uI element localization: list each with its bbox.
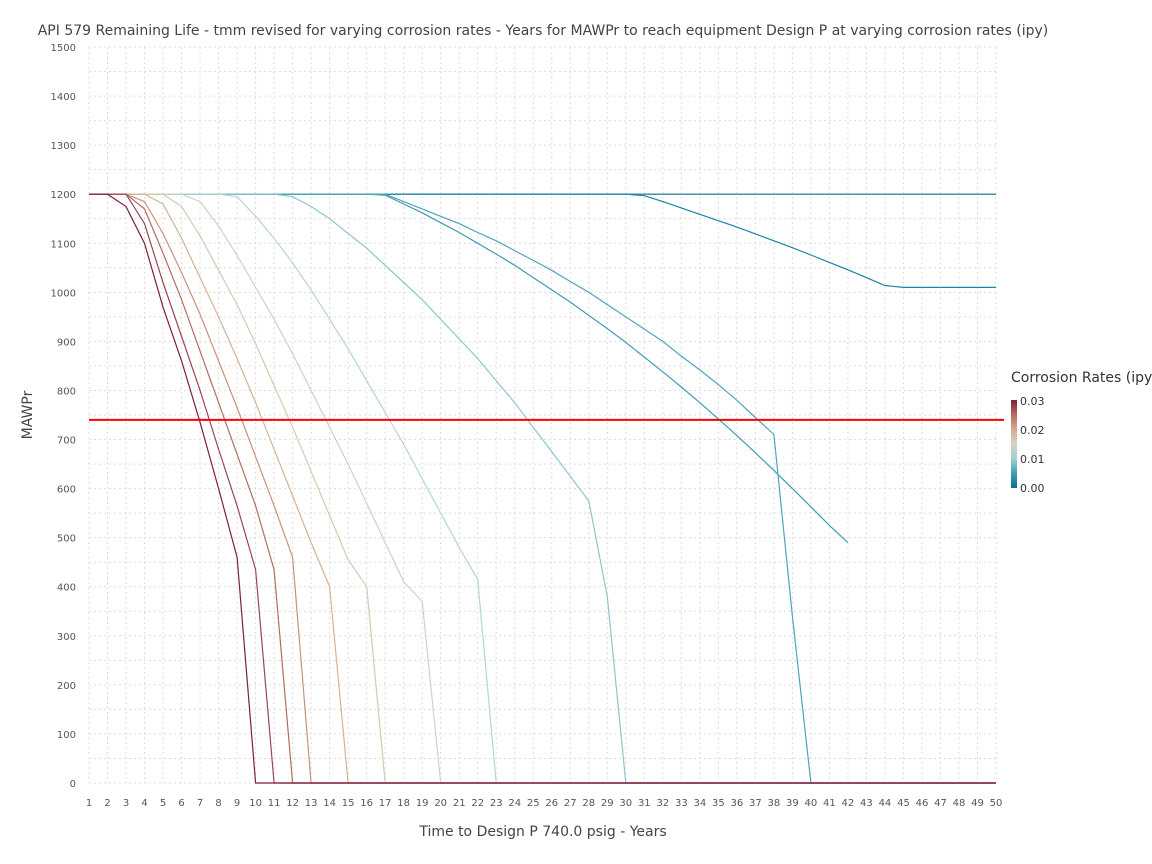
legend-tick-label: 0.01 bbox=[1020, 453, 1045, 466]
x-tick-label: 49 bbox=[971, 798, 984, 809]
y-tick-label: 400 bbox=[57, 583, 76, 594]
x-tick-label: 47 bbox=[934, 798, 947, 809]
series-group bbox=[89, 193, 996, 784]
legend-tick-label: 0.00 bbox=[1020, 482, 1045, 495]
series-line-0.002 bbox=[89, 193, 849, 544]
x-tick-label: 19 bbox=[416, 798, 429, 809]
x-tick-label: 18 bbox=[397, 798, 410, 809]
y-tick-label: 200 bbox=[57, 681, 76, 692]
x-tick-label: 30 bbox=[619, 798, 632, 809]
x-tick-label: 45 bbox=[897, 798, 910, 809]
y-tick-label: 300 bbox=[57, 632, 76, 643]
x-tick-label: 14 bbox=[323, 798, 336, 809]
x-tick-label: 33 bbox=[675, 798, 688, 809]
y-axis-title: MAWPr bbox=[20, 390, 36, 439]
x-tick-label: 40 bbox=[805, 798, 818, 809]
y-tick-label: 1300 bbox=[51, 141, 76, 152]
x-tick-label: 50 bbox=[990, 798, 1003, 809]
legend-title: Corrosion Rates (ipy) bbox=[1011, 370, 1152, 386]
y-tick-label: 1400 bbox=[51, 92, 76, 103]
x-tick-label: 48 bbox=[953, 798, 966, 809]
x-tick-label: 6 bbox=[178, 798, 184, 809]
x-tick-label: 28 bbox=[582, 798, 595, 809]
y-tick-label: 700 bbox=[57, 436, 76, 447]
x-axis-ticks: 1 2 3 4 5 6 7 8 9 10 11 12 13 14 15 16 17 18 19 20 21 22 23 24 2… bbox=[86, 798, 1003, 809]
y-tick-label: 1500 bbox=[51, 43, 76, 54]
legend-tick-label: 0.02 bbox=[1020, 424, 1045, 437]
x-tick-label: 2 bbox=[104, 798, 110, 809]
x-tick-label: 21 bbox=[453, 798, 466, 809]
x-tick-label: 26 bbox=[545, 798, 558, 809]
x-tick-label: 13 bbox=[305, 798, 318, 809]
x-tick-label: 35 bbox=[712, 798, 725, 809]
x-tick-label: 31 bbox=[638, 798, 651, 809]
y-axis-ticks: 0 100 200 300 400 500 600 700 800 900 1000 1100 1200… bbox=[51, 43, 76, 790]
series-line-0.018 bbox=[89, 193, 996, 784]
legend: Corrosion Rates (ipy) 0.03 0.02 0.01 0.00 bbox=[1011, 370, 1152, 495]
x-tick-label: 34 bbox=[693, 798, 706, 809]
x-tick-label: 11 bbox=[268, 798, 281, 809]
x-tick-label: 39 bbox=[786, 798, 799, 809]
x-tick-label: 8 bbox=[215, 798, 221, 809]
x-tick-label: 38 bbox=[768, 798, 781, 809]
x-tick-label: 22 bbox=[471, 798, 484, 809]
x-tick-label: 4 bbox=[141, 798, 147, 809]
x-tick-label: 27 bbox=[564, 798, 577, 809]
y-tick-label: 1100 bbox=[51, 239, 76, 250]
legend-colorbar bbox=[1011, 400, 1017, 488]
series-line-0.027 bbox=[89, 193, 996, 784]
x-tick-label: 46 bbox=[916, 798, 929, 809]
y-tick-label: 900 bbox=[57, 337, 76, 348]
x-tick-label: 37 bbox=[749, 798, 762, 809]
x-tick-label: 29 bbox=[601, 798, 614, 809]
x-tick-label: 24 bbox=[508, 798, 521, 809]
series-line-0.021 bbox=[89, 193, 996, 784]
x-tick-label: 25 bbox=[527, 798, 540, 809]
x-tick-label: 43 bbox=[860, 798, 873, 809]
x-tick-label: 10 bbox=[249, 798, 262, 809]
y-tick-label: 500 bbox=[57, 534, 76, 545]
x-tick-label: 15 bbox=[342, 798, 355, 809]
x-tick-label: 7 bbox=[197, 798, 203, 809]
x-tick-label: 5 bbox=[160, 798, 166, 809]
x-tick-label: 44 bbox=[879, 798, 892, 809]
series-line-0.001 bbox=[89, 193, 996, 288]
x-tick-label: 16 bbox=[360, 798, 373, 809]
x-tick-label: 17 bbox=[379, 798, 392, 809]
x-tick-label: 41 bbox=[823, 798, 836, 809]
y-tick-label: 600 bbox=[57, 485, 76, 496]
y-tick-label: 0 bbox=[70, 779, 76, 790]
x-tick-label: 1 bbox=[86, 798, 92, 809]
series-line-0.03 bbox=[89, 193, 996, 784]
x-tick-label: 9 bbox=[234, 798, 240, 809]
chart-title: API 579 Remaining Life - tmm revised for… bbox=[38, 23, 1049, 39]
y-tick-label: 100 bbox=[57, 730, 76, 741]
y-tick-label: 1000 bbox=[51, 288, 76, 299]
y-tick-label: 1200 bbox=[51, 190, 76, 201]
x-tick-label: 36 bbox=[730, 798, 743, 809]
x-tick-label: 20 bbox=[434, 798, 447, 809]
legend-ticks: 0.03 0.02 0.01 0.00 bbox=[1020, 395, 1045, 495]
x-tick-label: 23 bbox=[490, 798, 503, 809]
x-axis-title: Time to Design P 740.0 psig - Years bbox=[418, 824, 666, 840]
x-tick-label: 12 bbox=[286, 798, 299, 809]
y-tick-label: 800 bbox=[57, 386, 76, 397]
x-tick-label: 42 bbox=[842, 798, 855, 809]
x-tick-label: 3 bbox=[123, 798, 129, 809]
legend-tick-label: 0.03 bbox=[1020, 395, 1045, 408]
grid bbox=[88, 46, 997, 784]
x-tick-label: 32 bbox=[656, 798, 669, 809]
